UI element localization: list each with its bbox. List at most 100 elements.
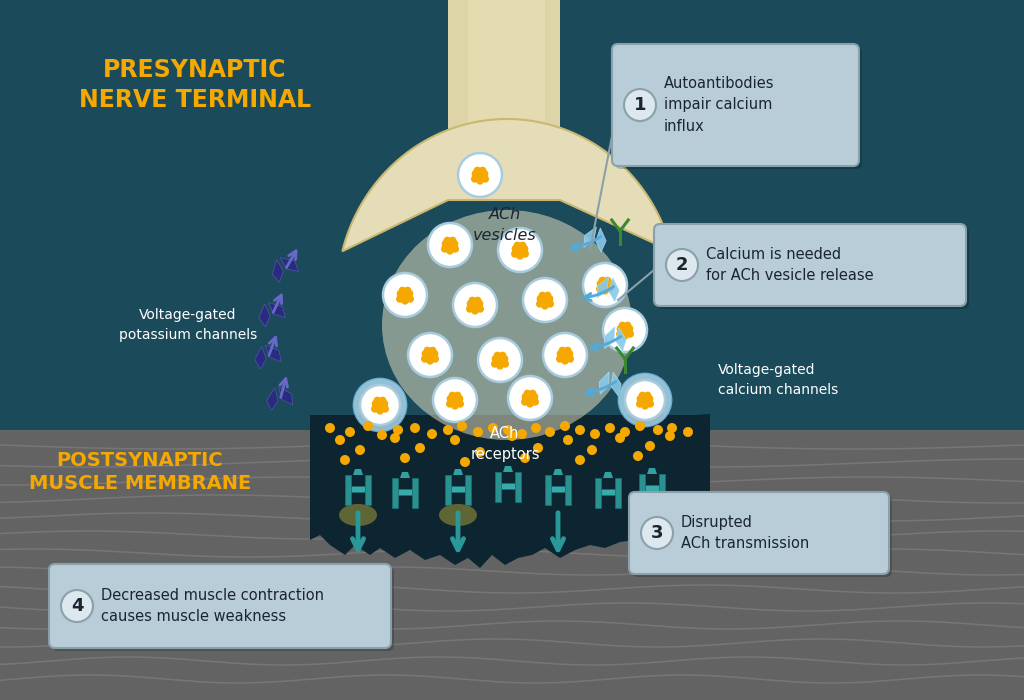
Circle shape (641, 402, 649, 409)
Circle shape (539, 292, 546, 300)
Circle shape (457, 400, 464, 407)
Circle shape (542, 302, 549, 309)
Polygon shape (584, 227, 596, 247)
Polygon shape (392, 478, 398, 508)
Circle shape (431, 355, 439, 363)
Circle shape (503, 425, 513, 435)
Circle shape (618, 322, 627, 329)
Polygon shape (0, 0, 1024, 430)
Circle shape (557, 351, 565, 359)
Circle shape (381, 400, 388, 407)
Circle shape (605, 281, 612, 289)
Circle shape (522, 394, 529, 402)
Circle shape (480, 172, 487, 178)
Circle shape (460, 457, 470, 467)
Circle shape (601, 287, 609, 295)
Circle shape (446, 247, 454, 255)
Polygon shape (259, 304, 270, 327)
Polygon shape (609, 278, 620, 302)
Circle shape (667, 423, 677, 433)
Circle shape (427, 429, 437, 439)
Polygon shape (645, 485, 659, 491)
Text: Disrupted
ACh transmission: Disrupted ACh transmission (681, 514, 809, 552)
Circle shape (398, 287, 407, 294)
Circle shape (587, 445, 597, 455)
Circle shape (641, 517, 673, 549)
Circle shape (476, 177, 483, 185)
Circle shape (606, 280, 613, 288)
Circle shape (467, 300, 474, 307)
Circle shape (498, 228, 542, 272)
Polygon shape (443, 0, 565, 200)
Circle shape (424, 346, 431, 354)
FancyBboxPatch shape (629, 492, 889, 574)
Circle shape (360, 385, 400, 425)
Circle shape (488, 423, 498, 433)
Circle shape (507, 431, 517, 441)
Polygon shape (0, 430, 1024, 700)
Circle shape (521, 398, 528, 406)
Circle shape (603, 308, 647, 352)
Circle shape (340, 455, 350, 465)
Circle shape (452, 395, 459, 403)
Circle shape (636, 400, 644, 407)
Circle shape (481, 175, 489, 183)
Circle shape (512, 246, 520, 254)
Polygon shape (342, 119, 672, 251)
Circle shape (390, 433, 400, 443)
Polygon shape (365, 475, 371, 505)
Circle shape (665, 431, 675, 441)
Circle shape (467, 301, 475, 309)
Circle shape (534, 443, 543, 453)
Circle shape (616, 325, 625, 332)
Circle shape (538, 296, 545, 304)
Polygon shape (465, 475, 471, 505)
Circle shape (478, 338, 522, 382)
Circle shape (508, 376, 552, 420)
Circle shape (493, 356, 500, 364)
FancyBboxPatch shape (615, 47, 862, 169)
Circle shape (372, 400, 379, 407)
Polygon shape (400, 472, 410, 478)
Circle shape (410, 423, 420, 433)
Circle shape (500, 356, 508, 364)
Circle shape (429, 346, 436, 354)
Circle shape (615, 433, 625, 443)
Circle shape (646, 400, 654, 407)
Circle shape (453, 283, 497, 327)
Circle shape (633, 451, 643, 461)
Circle shape (564, 346, 571, 354)
Circle shape (422, 350, 429, 358)
Polygon shape (351, 486, 365, 492)
Circle shape (471, 175, 478, 183)
Circle shape (502, 360, 509, 368)
Circle shape (408, 333, 452, 377)
Circle shape (443, 425, 453, 435)
Circle shape (620, 427, 630, 437)
Circle shape (400, 453, 410, 463)
Circle shape (530, 393, 539, 400)
Circle shape (480, 170, 488, 178)
Circle shape (335, 435, 345, 445)
Circle shape (653, 425, 663, 435)
Circle shape (471, 307, 479, 315)
Circle shape (458, 153, 502, 197)
Circle shape (561, 357, 568, 365)
Text: POSTSYNAPTIC
MUSCLE MEMBRANE: POSTSYNAPTIC MUSCLE MEMBRANE (29, 451, 251, 494)
Circle shape (442, 241, 450, 248)
Circle shape (449, 237, 457, 244)
Circle shape (446, 395, 455, 402)
Circle shape (494, 351, 501, 359)
Polygon shape (595, 478, 601, 508)
Circle shape (637, 395, 644, 402)
Polygon shape (353, 469, 362, 475)
Circle shape (433, 378, 477, 422)
Circle shape (345, 427, 355, 437)
Polygon shape (495, 472, 501, 502)
Circle shape (407, 295, 414, 302)
Text: Autoantibodies
impair calcium
influx: Autoantibodies impair calcium influx (664, 76, 774, 134)
Circle shape (428, 223, 472, 267)
Polygon shape (553, 469, 563, 475)
Circle shape (476, 300, 483, 307)
Circle shape (559, 346, 566, 354)
